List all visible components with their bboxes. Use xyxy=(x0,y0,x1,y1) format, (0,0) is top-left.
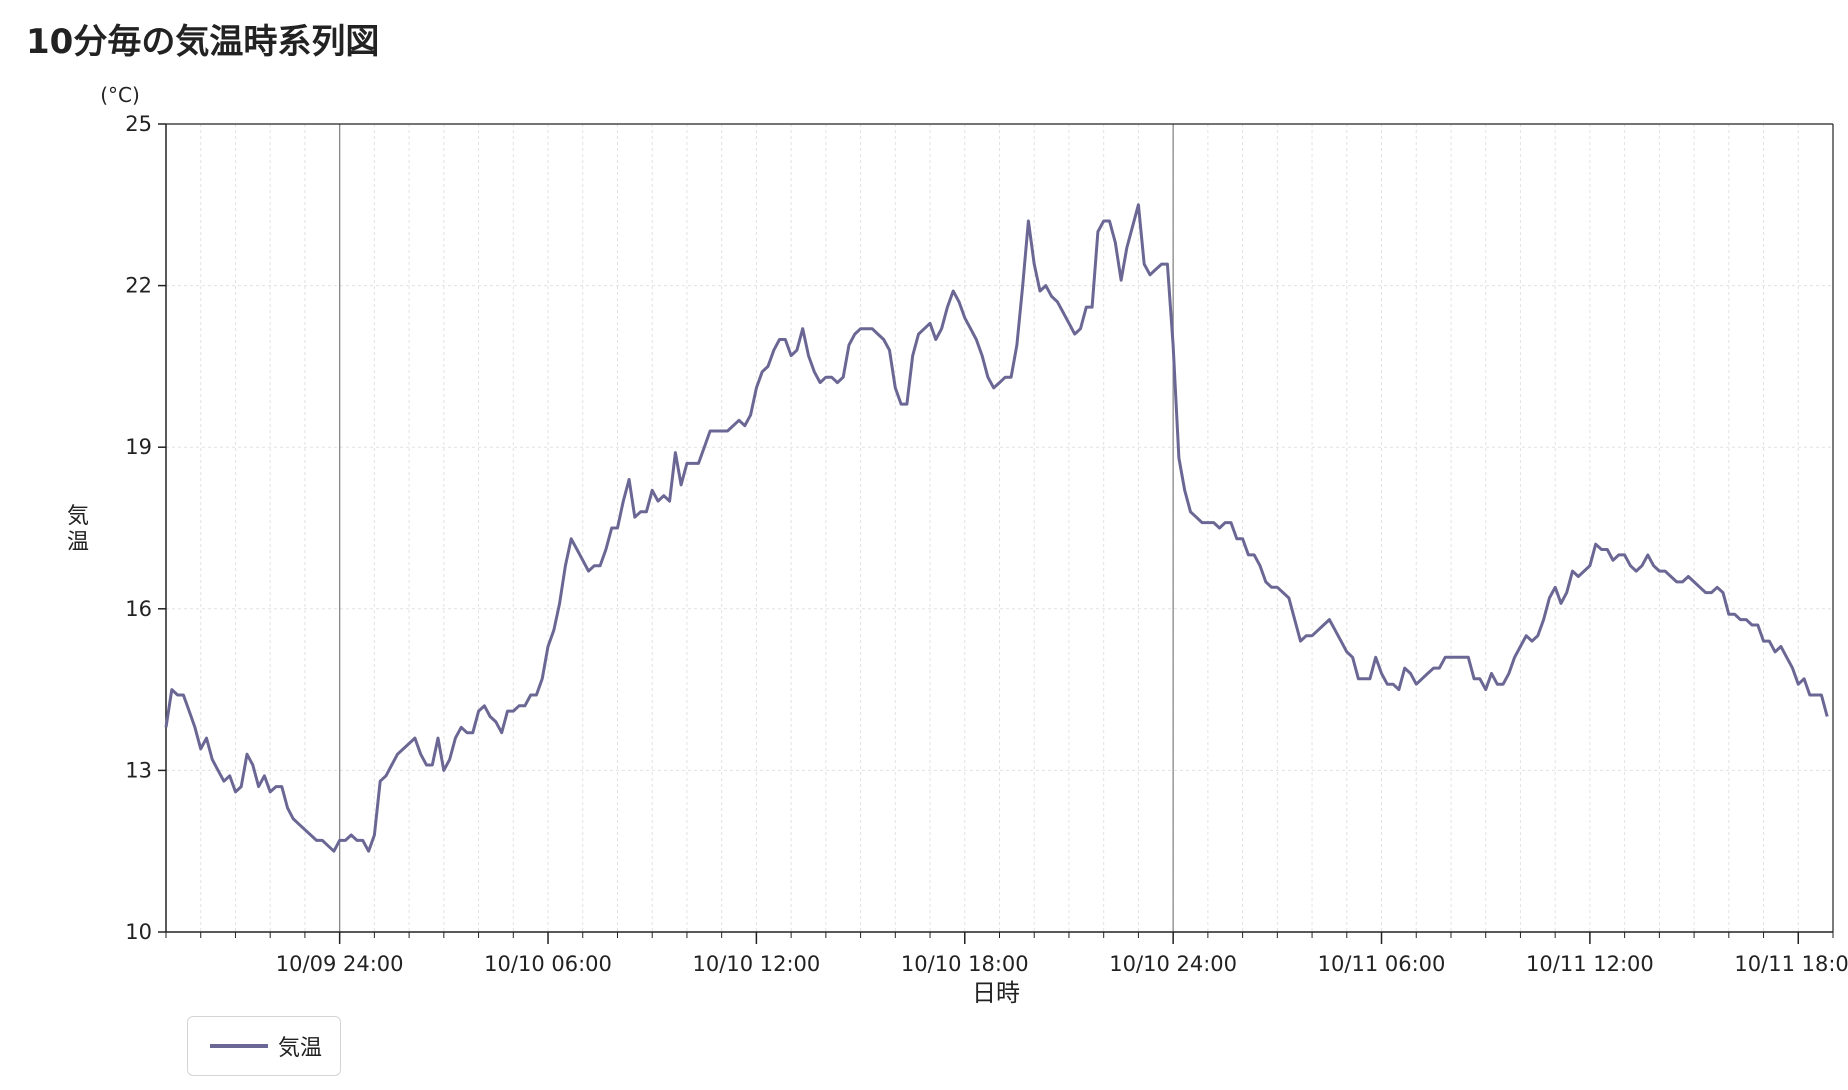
x-tick-label: 10/11 06:00 xyxy=(1318,952,1446,976)
x-tick-label: 10/10 18:00 xyxy=(901,952,1029,976)
y-tick-label: 19 xyxy=(125,435,152,459)
x-axis-ticks: 10/09 24:00 10/10 06:00 10/10 12:00 10/10 1… xyxy=(165,932,1848,976)
reference-lines xyxy=(338,124,1174,932)
y-tick-label: 16 xyxy=(125,597,152,621)
x-tick-label: 10/11 12:00 xyxy=(1526,952,1654,976)
x-tick-label: 10/09 24:00 xyxy=(276,952,404,976)
chart-title: 10分毎の気温時系列図 xyxy=(26,22,380,62)
x-axis-label: 日時 xyxy=(972,979,1020,1007)
y-tick-label: 22 xyxy=(125,274,152,298)
x-tick-label: 10/10 06:00 xyxy=(484,952,612,976)
y-tick-label: 10 xyxy=(125,920,152,944)
y-axis-ticks: 10 13 16 19 22 25 xyxy=(125,112,166,944)
legend-line-swatch xyxy=(210,1044,268,1048)
legend-label: 気温 xyxy=(278,1036,323,1061)
x-tick-label: 10/11 18:00 xyxy=(1734,952,1848,976)
series-layer xyxy=(164,203,1829,853)
grid-lines xyxy=(166,123,1833,932)
y-unit-label: (°C) xyxy=(100,83,140,107)
series-line-kion xyxy=(164,203,1829,853)
x-tick-label: 10/10 12:00 xyxy=(693,952,821,976)
y-tick-label: 25 xyxy=(125,112,152,136)
y-axis-label: 気温 xyxy=(67,504,89,555)
y-tick-label: 13 xyxy=(125,758,152,782)
x-tick-label: 10/10 24:00 xyxy=(1109,952,1237,976)
legend: 気温 xyxy=(187,1016,341,1076)
